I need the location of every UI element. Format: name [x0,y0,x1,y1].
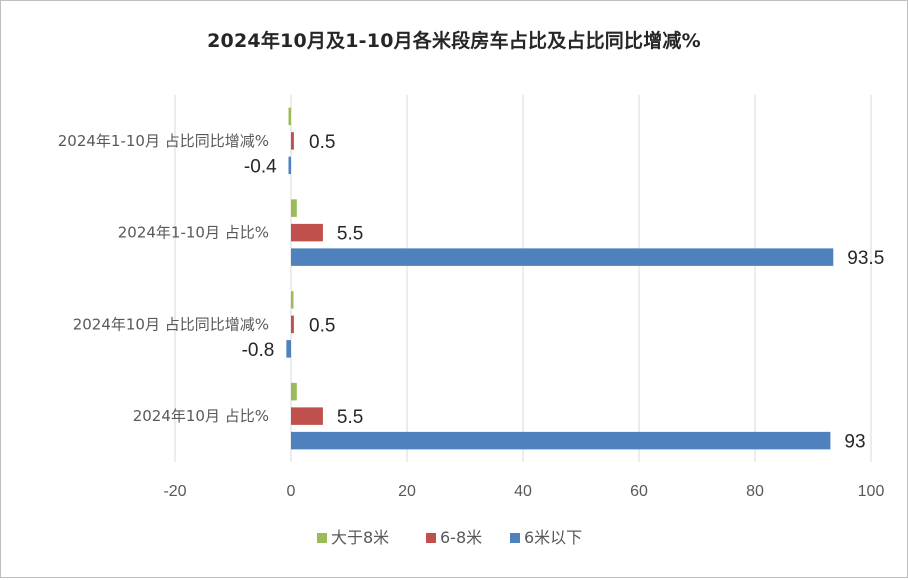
bar-series0-cat0 [291,382,297,401]
bar-series2-cat2 [291,248,834,266]
category-label-1: 2024年10月 占比同比增减% [73,315,269,333]
legend-swatch-2 [510,533,520,543]
x-tick-label-5: 80 [746,483,764,500]
legend-label-1: 6-8米 [440,528,482,547]
x-tick-label-4: 60 [630,483,648,500]
bar-series2-cat3 [288,156,291,175]
x-tick-label-6: 100 [858,483,885,500]
bar-series0-cat1 [291,291,294,309]
x-tick-label-1: 0 [287,483,296,500]
bar-series2-cat0 [291,431,831,450]
legend-label-0: 大于8米 [331,528,389,547]
data-label-series2-cat1: -0.8 [242,340,275,361]
chart-title: 2024年10月及1-10月各米段房车占比及占比同比增减% [207,30,701,52]
bar-series0-cat2 [291,199,297,217]
data-label-series2-cat0: 93 [844,432,865,453]
bar-series1-cat3 [291,132,294,150]
legend-swatch-1 [426,533,436,543]
bar-series0-cat3 [288,107,291,126]
legend-label-2: 6米以下 [524,528,582,547]
bar-series1-cat2 [291,223,323,242]
data-label-series1-cat2: 5.5 [337,224,363,245]
x-tick-label-0: -20 [163,483,186,500]
bar-series1-cat1 [291,315,294,334]
data-label-series1-cat3: 0.5 [309,132,335,153]
x-tick-label-3: 40 [514,483,532,500]
data-label-series1-cat0: 5.5 [337,407,363,428]
data-label-series1-cat1: 0.5 [309,315,335,336]
x-tick-label-2: 20 [398,483,416,500]
bar-series2-cat1 [286,340,291,358]
data-label-series2-cat2: 93.5 [847,248,884,269]
category-label-0: 2024年10月 占比% [133,407,269,425]
legend-swatch-0 [317,533,327,543]
bar-series1-cat0 [291,407,323,425]
data-label-series2-cat3: -0.4 [244,156,277,177]
category-label-2: 2024年1-10月 占比% [118,224,269,242]
category-label-3: 2024年1-10月 占比同比增减% [58,132,269,150]
